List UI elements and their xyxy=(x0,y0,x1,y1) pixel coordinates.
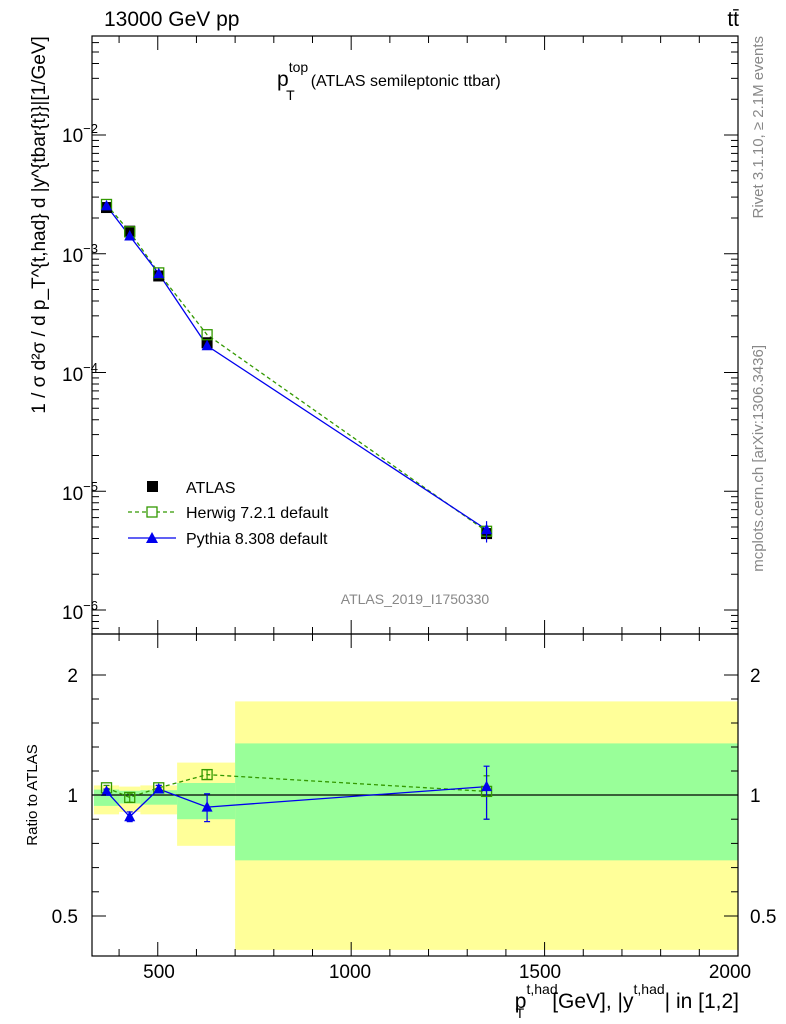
xlabel-end: | in [1,2] xyxy=(665,990,739,1013)
legend: ATLAS Herwig 7.2.1 default Pythia 8.308 … xyxy=(128,480,329,548)
header-right: tt̄ xyxy=(727,8,739,31)
ytick-label-1e-3: 10−3 xyxy=(62,241,98,267)
legend-herwig-marker xyxy=(146,506,158,518)
ratio-frame xyxy=(91,633,739,957)
legend-atlas-label: ATLAS xyxy=(186,480,236,497)
xtick-label-1500: 1500 xyxy=(519,962,561,983)
mcplots-label: mcplots.cern.ch [arXiv:1306.3436] xyxy=(750,345,767,572)
x-axis-label: pt,had T [GeV], |yt,had| in [1,2] xyxy=(515,981,739,1021)
xlabel-p: p xyxy=(515,990,527,1013)
xlabel-sup1: t,had xyxy=(526,981,557,997)
legend-pythia-marker xyxy=(146,532,158,543)
ratio-pythia-point-1 xyxy=(124,810,136,822)
title-sub: T xyxy=(286,87,295,103)
xtick-label-500: 500 xyxy=(143,962,175,983)
ytick-label-1e-2: 10−2 xyxy=(62,121,98,147)
legend-pythia-label: Pythia 8.308 default xyxy=(186,531,328,548)
ratio-herwig-line xyxy=(106,773,487,799)
stat-uncertainty-band-3 xyxy=(177,783,236,820)
ratio-herwig-point-1 xyxy=(124,791,136,804)
herwig-line xyxy=(106,204,487,532)
ratio-uncertainty-bands xyxy=(92,701,739,950)
xlabel-sup2: t,had xyxy=(634,981,665,997)
ratio-y-label: Ratio to ATLAS xyxy=(24,744,41,845)
xlabel-mid: [GeV], |y xyxy=(552,990,634,1013)
x-tick-labels: 500 1000 1500 2000 xyxy=(143,962,751,983)
ytick-label-1e-5: 10−5 xyxy=(62,479,98,505)
ratio-y-tick-labels: 0.5 1 2 0.5 1 2 xyxy=(52,666,777,928)
xlabel-sub: T xyxy=(516,1005,525,1021)
ratio-pythia-point-0 xyxy=(101,785,113,796)
pythia-point-3 xyxy=(201,339,213,351)
pythia-point-2 xyxy=(153,267,165,279)
title-sup: top xyxy=(289,59,309,75)
stat-uncertainty-band-2 xyxy=(140,790,178,805)
ratio-panel-data xyxy=(100,765,493,823)
stat-uncertainty-band-0 xyxy=(93,789,120,806)
xtick-label-2000: 2000 xyxy=(709,962,751,983)
pythia-point-0 xyxy=(101,199,113,211)
main-panel-data xyxy=(100,198,493,543)
ratio-herwig-point-3 xyxy=(201,768,213,781)
ratio-pythia-point-2 xyxy=(153,783,165,794)
ratio-ytick-left-1: 1 xyxy=(67,786,78,807)
main-y-tick-labels: 10−2 10−3 10−4 10−5 10−6 xyxy=(62,121,98,624)
header-left: 13000 GeV pp xyxy=(104,8,239,31)
ratio-ytick-right-0.5: 0.5 xyxy=(750,907,776,928)
herwig-point-3 xyxy=(201,329,213,341)
ratio-ytick-left-2: 2 xyxy=(67,666,78,687)
legend-herwig-label: Herwig 7.2.1 default xyxy=(186,505,329,522)
analysis-watermark: ATLAS_2019_I1750330 xyxy=(341,591,490,607)
xtick-label-1000: 1000 xyxy=(329,962,371,983)
ratio-pythia-point-4 xyxy=(481,780,493,792)
legend-atlas-marker xyxy=(147,481,158,492)
title-main: p xyxy=(277,68,289,91)
ratio-ytick-right-2: 2 xyxy=(750,666,761,687)
pythia-line xyxy=(105,205,487,531)
main-title: ptop T (ATLAS semileptonic ttbar) xyxy=(277,59,501,103)
ratio-ytick-right-1: 1 xyxy=(750,786,761,807)
title-rest: (ATLAS semileptonic ttbar) xyxy=(311,73,501,90)
ratio-pythia-point-3 xyxy=(201,801,213,812)
ytick-label-1e-6: 10−6 xyxy=(62,598,98,624)
ratio-ytick-left-0.5: 0.5 xyxy=(52,907,78,928)
ytick-label-1e-4: 10−4 xyxy=(62,360,98,386)
pythia-point-1 xyxy=(124,230,136,241)
rivet-label: Rivet 3.1.10, ≥ 2.1M events xyxy=(750,36,767,219)
main-y-label: 1 / σ d²σ / d p_T^{t,had} d |y^{tbar{t}}… xyxy=(29,36,50,414)
